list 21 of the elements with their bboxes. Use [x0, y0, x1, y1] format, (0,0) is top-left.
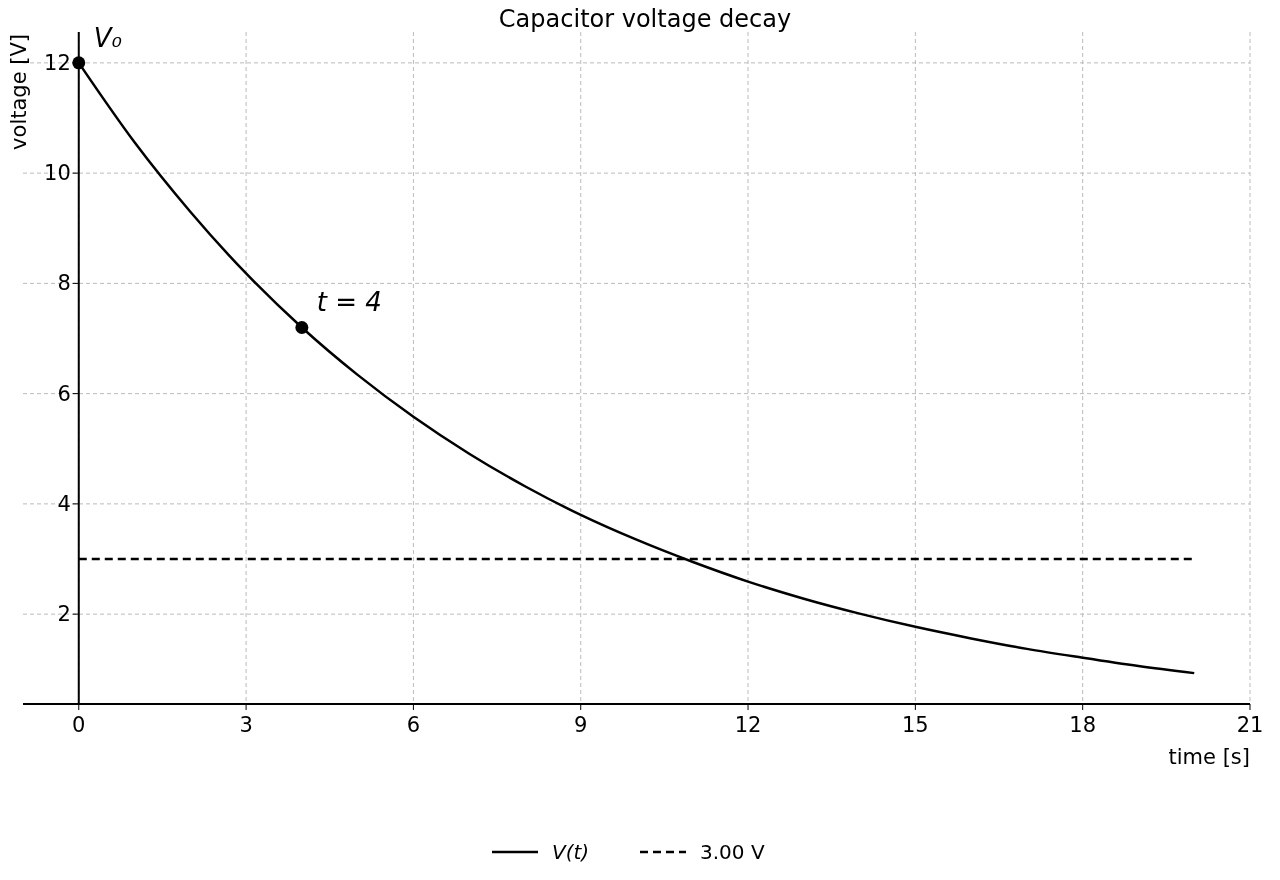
- x-tick-label: 3: [239, 713, 253, 737]
- y-tick-label: 6: [57, 381, 71, 406]
- x-tick-label: 15: [902, 713, 929, 737]
- x-tick-label: 12: [734, 713, 762, 737]
- legend-label: V(t): [552, 840, 590, 864]
- chart-title: Capacitor voltage decay: [498, 5, 792, 33]
- y-tick-label: 2: [57, 602, 71, 627]
- y-axis-title: voltage [V]: [7, 34, 31, 150]
- x-tick-label: 21: [1236, 713, 1264, 737]
- x-tick-label: 6: [406, 713, 421, 737]
- x-axis-title: time [s]: [1168, 745, 1250, 769]
- x-tick-label: 0: [72, 713, 86, 737]
- annotation: V₀: [93, 22, 123, 53]
- y-tick-label: 12: [44, 50, 71, 75]
- annotation: t = 4: [316, 287, 382, 318]
- y-tick-label: 10: [44, 161, 71, 186]
- x-tick-label: 18: [1069, 713, 1097, 737]
- y-tick-label: 8: [57, 271, 71, 296]
- x-tick-label: 9: [574, 713, 588, 737]
- y-tick-label: 4: [57, 491, 71, 516]
- legend-label: 3.00 V: [700, 840, 765, 864]
